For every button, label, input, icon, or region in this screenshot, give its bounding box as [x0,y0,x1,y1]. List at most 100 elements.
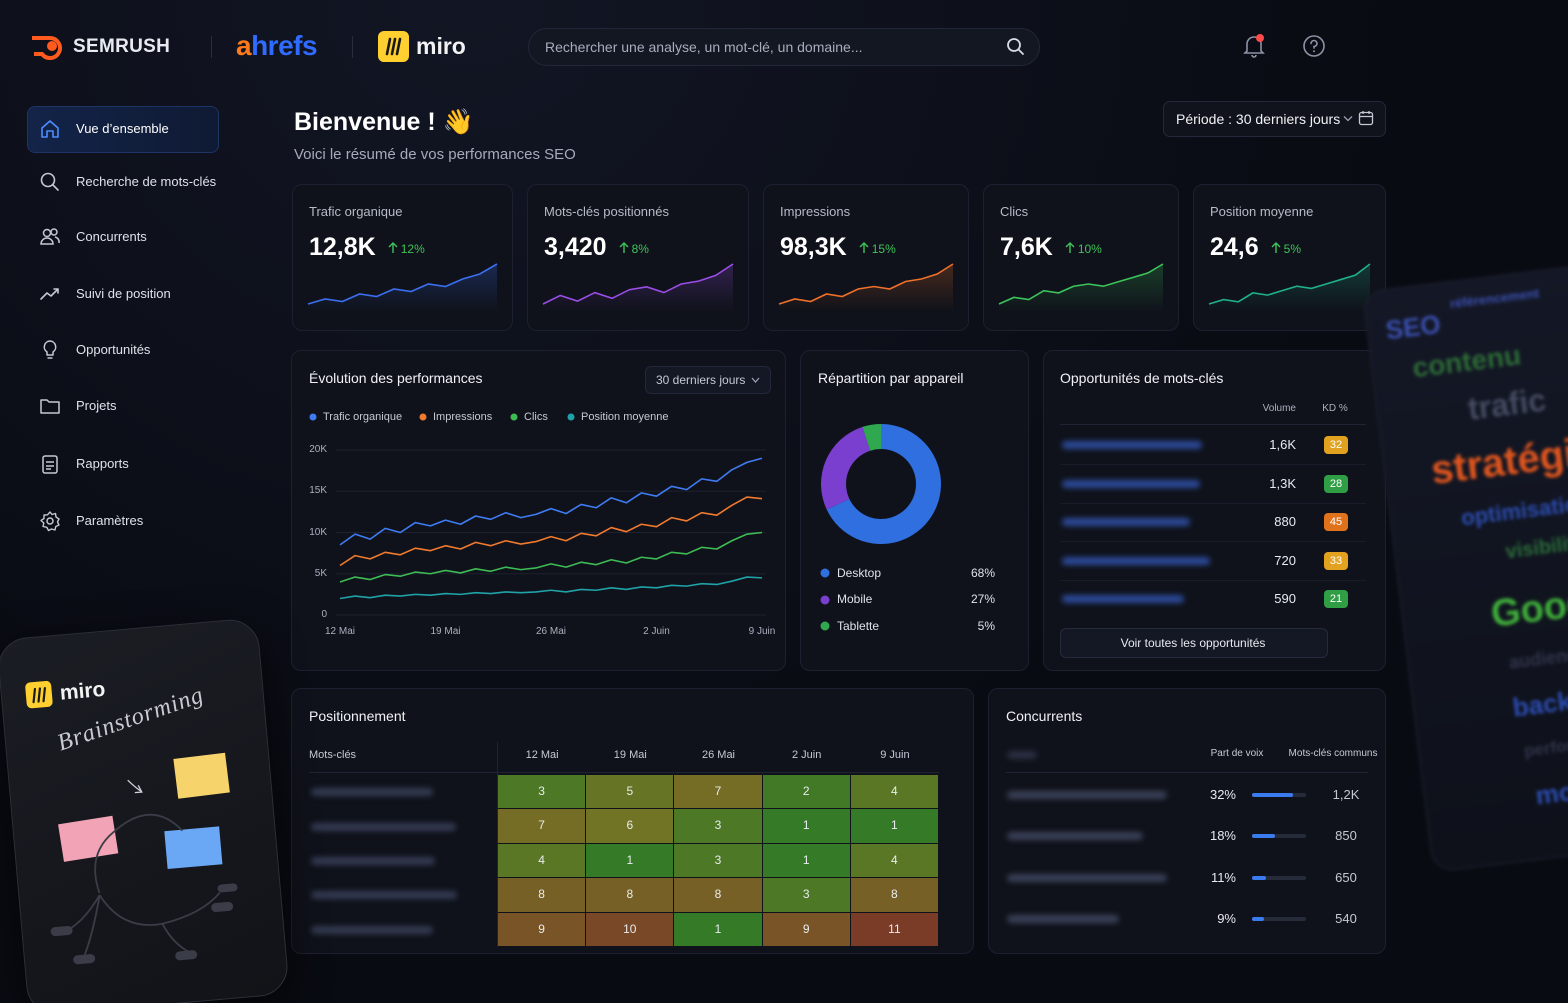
heatmap-cell: 1 [674,912,762,946]
decor [43,340,57,359]
card-title: Opportunités de mots-clés [1060,370,1224,386]
heatmap-cell: 4 [498,843,586,878]
blurred-domain [1007,832,1143,841]
word-cloud-word: performance [1523,729,1568,761]
decor [1007,38,1021,52]
decor [42,455,58,474]
notification-bell[interactable] [1242,33,1266,59]
nav-icon[interactable] [39,453,61,475]
x-tick-label: 2 Juin [643,626,670,637]
heatmap-cell: 8 [674,878,762,912]
blurred-keyword [311,822,456,831]
period-label[interactable]: Période : 30 derniers jours [1176,111,1341,127]
graphic [25,680,238,965]
series-line [339,576,763,600]
column-header: 26 Mai [701,748,736,761]
kpi-change: 15% [871,241,896,256]
nav-icon[interactable] [39,226,61,248]
page-subtitle: Voici le résumé de vos performances SEO [294,145,576,163]
separator [309,772,939,773]
heatmap-cell: 9 [762,912,850,946]
view-all-button[interactable] [1060,628,1328,658]
heatmap-cell: 3 [762,878,850,912]
decor [820,621,830,631]
nav-item[interactable]: Opportunités [76,342,151,357]
decor [1256,34,1264,42]
brand-ahrefs: ahrefs [236,29,318,61]
sparkline [998,263,1164,305]
decor [510,413,518,421]
nav-item[interactable]: Paramètres [76,513,144,528]
blurred-header [1007,751,1037,759]
share-bar [1252,916,1264,921]
decor [175,950,198,961]
sparkline-area [543,264,733,312]
volume-value: 880 [1274,514,1296,529]
legend-dot [567,413,575,421]
range-dropdown-label[interactable]: 30 derniers jours [656,372,746,387]
legend-label: Trafic organique [323,410,403,423]
series-line [339,531,763,583]
donut-segment [821,426,871,510]
y-tick-label: 10K [309,526,327,538]
search-icon [1007,38,1024,55]
nav-icon[interactable] [39,395,61,417]
decor [1343,116,1353,122]
nav-item[interactable]: Vue d’ensemble [76,121,169,136]
heatmap-cell: 2 [762,775,850,809]
word-cloud-word: visibilité [1504,531,1568,564]
sparkline [307,263,498,305]
nav-icon[interactable] [39,339,61,361]
nav-item[interactable]: Recherche de mots-clés [76,174,217,189]
legend-value: 5% [977,618,995,633]
kpi-value: 24,6 [1210,232,1259,261]
separator [1060,579,1366,581]
period-chevron [1343,116,1353,122]
blurred-keyword [311,925,433,934]
decor [62,813,221,956]
nav-icon[interactable] [39,510,61,532]
legend-dot [820,621,830,631]
graphic [998,263,1164,312]
blurred-keyword [311,891,457,900]
nav-item[interactable]: Suivi de position [76,286,171,301]
heatmap-cell: 8 [586,878,674,912]
nav-item-active-bg[interactable] [27,106,219,153]
kpi-value: 3,420 [544,232,607,261]
kpi-label: Impressions [780,204,851,219]
nav-icon[interactable] [39,171,61,193]
decor [385,37,402,56]
legend-dot [820,595,830,604]
decor [173,752,230,799]
search-box[interactable] [528,28,1040,66]
decor [46,461,54,470]
decor [1310,39,1318,49]
heatmap-cell: 8 [850,878,938,912]
divider [211,36,212,58]
blurred-keyword [1062,441,1202,449]
graphic [1208,263,1371,312]
share-bar [1252,875,1267,880]
view-all-label[interactable]: Voir toutes les opportunités [1120,635,1266,650]
kpi-change: 12% [400,241,425,256]
range-dropdown[interactable] [645,366,771,394]
nav-icon[interactable] [39,118,61,140]
blurred-keyword [1062,518,1190,526]
decor [40,511,60,532]
performance-card [291,350,786,671]
decor [567,413,575,421]
decor [1358,111,1374,126]
kpi-value: 12,8K [309,232,376,261]
decor [58,815,119,862]
nav-item[interactable]: Rapports [76,456,129,471]
nav-icon[interactable] [39,283,61,305]
nav-item[interactable]: Projets [76,398,117,413]
blurred-domain [1007,914,1119,923]
heatmap-cell: 1 [586,843,674,878]
nav-item[interactable]: Concurrents [76,229,147,244]
help-icon[interactable] [1302,34,1326,58]
column-header: Mots-clés [309,748,357,761]
decor [73,954,96,965]
heatmap-cell: 5 [586,775,674,809]
